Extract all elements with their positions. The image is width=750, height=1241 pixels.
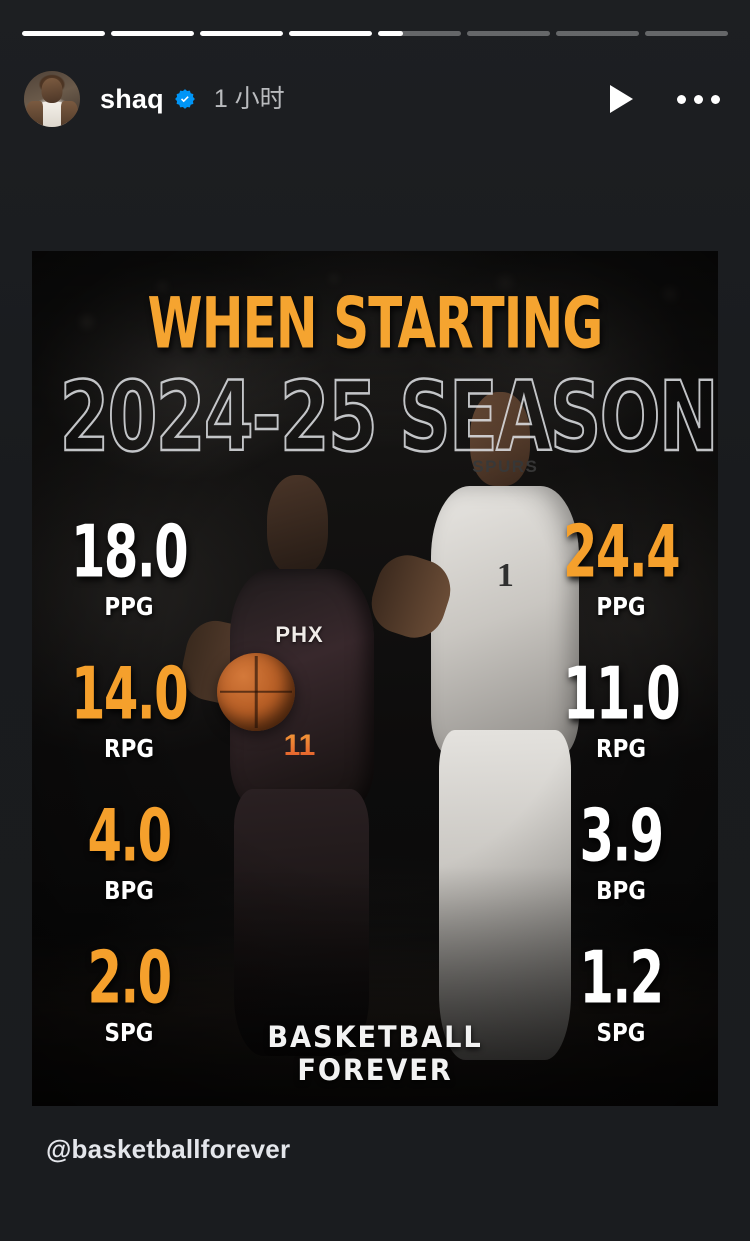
stat-label: PPG bbox=[596, 592, 646, 621]
stat-value: 2.0 bbox=[87, 935, 172, 1020]
watermark-line-1: BASKETBALL bbox=[267, 1020, 483, 1055]
stat-item: 2.0 SPG bbox=[44, 941, 214, 1047]
watermark-logo: BASKETBALL FOREVER bbox=[32, 1021, 718, 1086]
stat-value: 24.4 bbox=[563, 509, 681, 594]
stat-label: BPG bbox=[104, 876, 154, 905]
stat-value: 4.0 bbox=[87, 793, 172, 878]
more-options-icon[interactable] bbox=[677, 94, 720, 104]
stat-value: 3.9 bbox=[579, 793, 664, 878]
headline-line-1: WHEN STARTING bbox=[147, 281, 604, 365]
stats-column-left: 18.0 PPG 14.0 RPG 4.0 BPG 2.0 SPG bbox=[44, 515, 214, 1047]
story-caption[interactable]: @basketballforever bbox=[46, 1134, 291, 1164]
stat-item: 24.4 PPG bbox=[536, 515, 706, 621]
header-actions bbox=[610, 85, 726, 113]
progress-segment[interactable] bbox=[22, 31, 105, 36]
timestamp: 1 小时 bbox=[213, 84, 285, 113]
stat-label: RPG bbox=[104, 734, 154, 763]
progress-segment-active[interactable] bbox=[378, 31, 461, 36]
stat-value: 14.0 bbox=[71, 651, 189, 736]
story-header: shaq 1 小时 bbox=[0, 62, 750, 136]
headline-line-2: 2024-25 SEASON bbox=[59, 361, 718, 475]
stat-item: 11.0 RPG bbox=[536, 657, 706, 763]
stat-item: 18.0 PPG bbox=[44, 515, 214, 621]
stat-item: 4.0 BPG bbox=[44, 799, 214, 905]
stat-label: PPG bbox=[104, 592, 154, 621]
username-block[interactable]: shaq 1 小时 bbox=[100, 83, 285, 114]
avatar[interactable] bbox=[24, 71, 80, 127]
progress-segment[interactable] bbox=[645, 31, 728, 36]
stat-label: RPG bbox=[596, 734, 646, 763]
stat-label: SPG bbox=[596, 1018, 646, 1047]
progress-segment[interactable] bbox=[289, 31, 372, 36]
stat-label: BPG bbox=[596, 876, 646, 905]
verified-badge-icon bbox=[174, 89, 195, 109]
stat-item: 14.0 RPG bbox=[44, 657, 214, 763]
stat-value: 18.0 bbox=[71, 509, 189, 594]
username[interactable]: shaq bbox=[100, 83, 164, 114]
stat-value: 11.0 bbox=[563, 651, 681, 736]
progress-segment[interactable] bbox=[556, 31, 639, 36]
stat-item: 1.2 SPG bbox=[536, 941, 706, 1047]
progress-segment[interactable] bbox=[111, 31, 194, 36]
play-icon[interactable] bbox=[610, 85, 633, 113]
stat-label: SPG bbox=[104, 1018, 154, 1047]
story-media[interactable]: PHX 11 SPURS 1 WHEN STARTING 2024-25 SEA… bbox=[32, 251, 718, 1106]
story-progress-bar bbox=[22, 31, 728, 36]
headline-block: WHEN STARTING 2024-25 SEASON bbox=[32, 282, 718, 476]
stat-item: 3.9 BPG bbox=[536, 799, 706, 905]
progress-segment[interactable] bbox=[467, 31, 550, 36]
progress-segment[interactable] bbox=[200, 31, 283, 36]
stat-value: 1.2 bbox=[579, 935, 664, 1020]
photo-vignette bbox=[32, 251, 718, 1106]
stats-column-right: 24.4 PPG 11.0 RPG 3.9 BPG 1.2 SPG bbox=[536, 515, 706, 1047]
watermark-line-2: FOREVER bbox=[297, 1052, 453, 1087]
